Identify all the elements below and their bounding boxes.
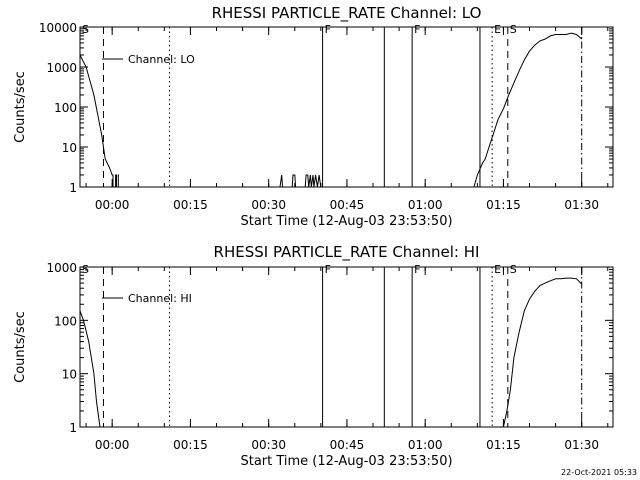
- event-marker-label: F: [414, 23, 420, 36]
- y-tick-label: 10000: [39, 21, 77, 35]
- series-line: [502, 277, 583, 428]
- x-tick-label: 01:00: [408, 438, 443, 452]
- chart-title: RHESSI PARTICLE_RATE Channel: LO: [212, 4, 482, 23]
- y-tick-label: 1000: [46, 61, 77, 75]
- chart-title: RHESSI PARTICLE_RATE Channel: HI: [214, 243, 480, 262]
- event-marker-label: S: [510, 23, 517, 36]
- x-tick-label: 01:30: [564, 198, 599, 212]
- y-tick-label: 10: [62, 368, 77, 382]
- x-tick-label: 00:15: [173, 438, 208, 452]
- event-marker-label: F: [325, 263, 331, 276]
- y-tick-label: 1000: [46, 261, 77, 275]
- event-marker-label: E: [494, 23, 501, 36]
- panel-channel-hi: RHESSI PARTICLE_RATE Channel: HI 1 10 100 10…: [13, 243, 614, 469]
- x-tick-label: 00:45: [330, 198, 365, 212]
- event-marker-label: S: [82, 23, 89, 36]
- panel-channel-lo: RHESSI PARTICLE_RATE Channel: LO 1 10 100 10…: [13, 4, 614, 229]
- plot-frame: [79, 266, 614, 428]
- x-axis-label: Start Time (12-Aug-03 23:53:50): [240, 454, 452, 469]
- event-marker-label: S: [510, 263, 517, 276]
- x-tick-label: 01:30: [564, 438, 599, 452]
- event-marker-label: E: [494, 263, 501, 276]
- x-tick-label: 01:15: [486, 438, 521, 452]
- x-tick-label: 00:30: [251, 198, 286, 212]
- x-tick-label: 00:00: [95, 438, 130, 452]
- y-tick-label: 10: [62, 141, 77, 155]
- x-axis-label: Start Time (12-Aug-03 23:53:50): [240, 214, 452, 229]
- event-marker-label: F: [414, 263, 420, 276]
- y-tick-label: 1: [69, 421, 77, 435]
- series-line: [279, 174, 322, 188]
- x-tick-label: 00:00: [95, 198, 130, 212]
- timestamp-label: 22-Oct-2021 05:33: [561, 468, 637, 477]
- x-tick-label: 01:00: [408, 198, 443, 212]
- event-marker-label: F: [325, 23, 331, 36]
- legend-label: Channel: LO: [128, 53, 195, 66]
- y-tick-label: 100: [54, 101, 77, 115]
- series-line: [79, 310, 101, 428]
- y-axis-label: Counts/sec: [13, 71, 28, 143]
- plot-frame: [79, 26, 614, 188]
- x-tick-label: 00:30: [251, 438, 286, 452]
- x-tick-label: 00:45: [330, 438, 365, 452]
- y-tick-label: 100: [54, 314, 77, 328]
- series-line: [79, 54, 120, 188]
- y-tick-label: 1: [69, 181, 77, 195]
- series-line: [473, 32, 583, 188]
- x-tick-label: 00:15: [173, 198, 208, 212]
- legend-label: Channel: HI: [128, 292, 192, 305]
- y-axis-label: Counts/sec: [13, 311, 28, 383]
- event-marker-label: S: [82, 263, 89, 276]
- x-tick-label: 01:15: [486, 198, 521, 212]
